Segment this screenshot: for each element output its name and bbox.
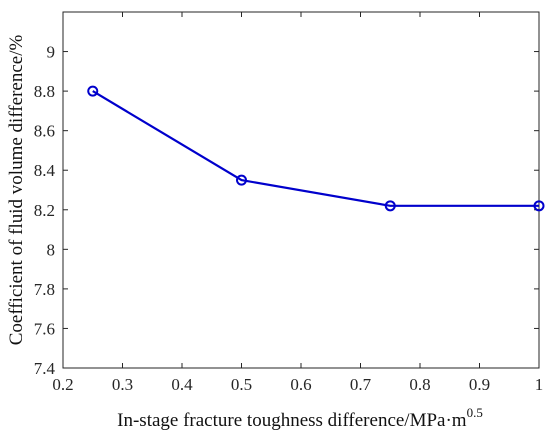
x-tick-label: 0.6 <box>290 375 311 394</box>
x-axis-title-superscript: 0.5 <box>467 405 483 420</box>
x-tick-label: 0.8 <box>409 375 430 394</box>
y-tick-label: 8.2 <box>34 201 55 220</box>
x-axis-ticks: 0.2 0.3 0.4 0.5 0.6 0.7 0.8 0.9 1 <box>52 12 543 394</box>
y-tick-label: 8.8 <box>34 82 55 101</box>
y-axis-title: Coefficient of fluid volume difference/% <box>6 35 27 346</box>
series-line <box>92 90 539 207</box>
x-tick-label: 0.3 <box>112 375 133 394</box>
x-axis-title-main: In-stage fracture toughness difference/M… <box>117 410 467 431</box>
x-tick-label: 0.9 <box>469 375 490 394</box>
y-tick-label: 7.6 <box>34 319 55 338</box>
data-point-marker <box>87 85 99 97</box>
x-tick-label: 0.5 <box>231 375 252 394</box>
x-tick-label: 0.7 <box>350 375 372 394</box>
data-point-marker <box>384 200 396 212</box>
x-tick-label: 1 <box>535 375 544 394</box>
series-layer <box>87 85 545 212</box>
y-tick-label: 8.6 <box>34 122 55 141</box>
y-tick-label: 8 <box>47 240 56 259</box>
x-tick-label: 0.4 <box>171 375 193 394</box>
x-tick-label: 0.2 <box>52 375 73 394</box>
data-point-marker <box>533 200 545 212</box>
y-axis-ticks: 7.4 7.6 7.8 8 8.2 8.4 8.6 8.8 9 <box>34 43 539 378</box>
y-tick-label: 9 <box>47 43 56 62</box>
y-tick-label: 8.4 <box>34 161 56 180</box>
x-axis-title: In-stage fracture toughness difference/M… <box>117 405 483 431</box>
data-point-marker <box>236 174 247 186</box>
y-tick-label: 7.8 <box>34 280 55 299</box>
y-tick-label: 7.4 <box>34 359 56 378</box>
